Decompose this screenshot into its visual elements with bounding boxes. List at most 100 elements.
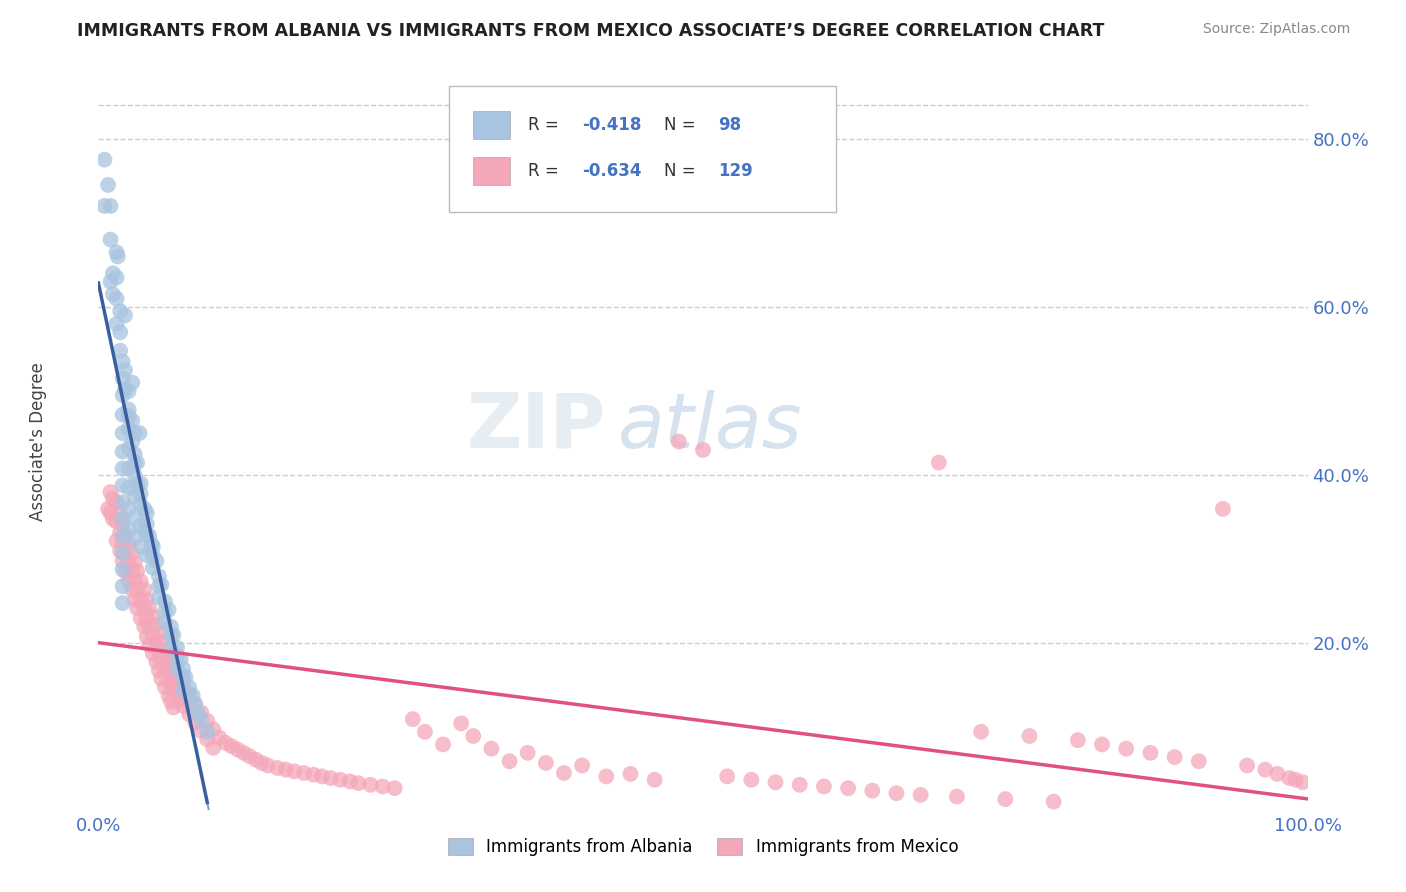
Point (1278, 771, 1301, 785)
Point (111, 545, 134, 560)
Point (169, 674, 191, 689)
Point (148, 579, 170, 593)
Point (135, 630, 157, 644)
Point (129, 574, 152, 589)
Point (124, 556, 146, 570)
Point (145, 618, 167, 632)
Point (553, 766, 575, 780)
Point (138, 619, 160, 633)
Point (160, 640, 183, 655)
FancyBboxPatch shape (474, 111, 510, 139)
Point (195, 714, 218, 728)
Point (172, 680, 194, 694)
Point (150, 634, 173, 648)
Point (162, 681, 184, 696)
Point (162, 700, 184, 714)
Point (1292, 775, 1315, 789)
Point (153, 680, 176, 694)
Point (413, 724, 436, 739)
Point (1115, 741, 1137, 756)
Point (716, 769, 738, 783)
Point (118, 523, 141, 537)
Point (1254, 763, 1277, 777)
Point (118, 481, 141, 495)
Point (134, 523, 156, 537)
Point (111, 512, 134, 526)
Point (150, 653, 173, 667)
Point (118, 384, 141, 398)
Point (111, 371, 134, 385)
Point (1139, 746, 1161, 760)
Point (118, 574, 141, 589)
Point (118, 402, 141, 417)
Point (166, 687, 188, 701)
Point (360, 778, 382, 792)
Point (114, 309, 136, 323)
Point (160, 694, 183, 708)
Point (134, 601, 156, 615)
Point (329, 772, 352, 787)
Point (127, 601, 149, 615)
Point (153, 605, 176, 619)
Point (129, 518, 152, 533)
Point (142, 540, 165, 554)
Point (111, 478, 134, 492)
Point (114, 527, 136, 541)
Point (214, 736, 236, 750)
Point (481, 741, 503, 756)
Point (172, 670, 194, 684)
Point (463, 729, 485, 743)
Point (135, 506, 157, 520)
Point (450, 716, 472, 731)
Point (135, 516, 157, 531)
Point (886, 786, 908, 800)
Point (283, 764, 305, 779)
Point (1067, 733, 1090, 747)
Point (124, 447, 146, 461)
Point (129, 540, 152, 554)
Point (172, 682, 194, 697)
Point (108, 506, 131, 520)
Point (142, 647, 165, 661)
Text: IMMIGRANTS FROM ALBANIA VS IMMIGRANTS FROM MEXICO ASSOCIATE’S DEGREE CORRELATION: IMMIGRANTS FROM ALBANIA VS IMMIGRANTS FR… (77, 22, 1105, 40)
Point (141, 537, 163, 551)
Point (166, 640, 188, 655)
Point (124, 531, 146, 545)
Point (245, 753, 267, 767)
Point (121, 582, 143, 597)
Point (148, 590, 170, 604)
Point (100, 233, 122, 247)
Point (142, 628, 165, 642)
Point (145, 655, 167, 669)
Point (111, 461, 134, 475)
Point (124, 574, 146, 589)
Point (928, 456, 950, 470)
Text: -0.634: -0.634 (582, 162, 643, 180)
Point (114, 564, 136, 578)
Point (121, 413, 143, 427)
Point (148, 626, 170, 640)
Point (432, 738, 454, 752)
Point (135, 611, 157, 625)
Point (121, 545, 143, 560)
Text: R =: R = (529, 162, 564, 180)
Point (174, 670, 197, 684)
Point (1284, 772, 1306, 787)
Point (145, 554, 167, 568)
Point (129, 498, 152, 512)
Point (910, 788, 932, 802)
Point (105, 317, 128, 331)
Point (134, 501, 156, 516)
Point (179, 687, 201, 701)
Point (668, 434, 690, 449)
Point (97, 501, 120, 516)
Point (256, 758, 278, 772)
Point (181, 689, 204, 703)
Text: -0.418: -0.418 (582, 116, 643, 134)
Point (111, 426, 134, 441)
Point (166, 668, 188, 682)
Point (1018, 729, 1040, 743)
Point (148, 569, 170, 583)
Point (93, 199, 115, 213)
Point (319, 771, 342, 785)
